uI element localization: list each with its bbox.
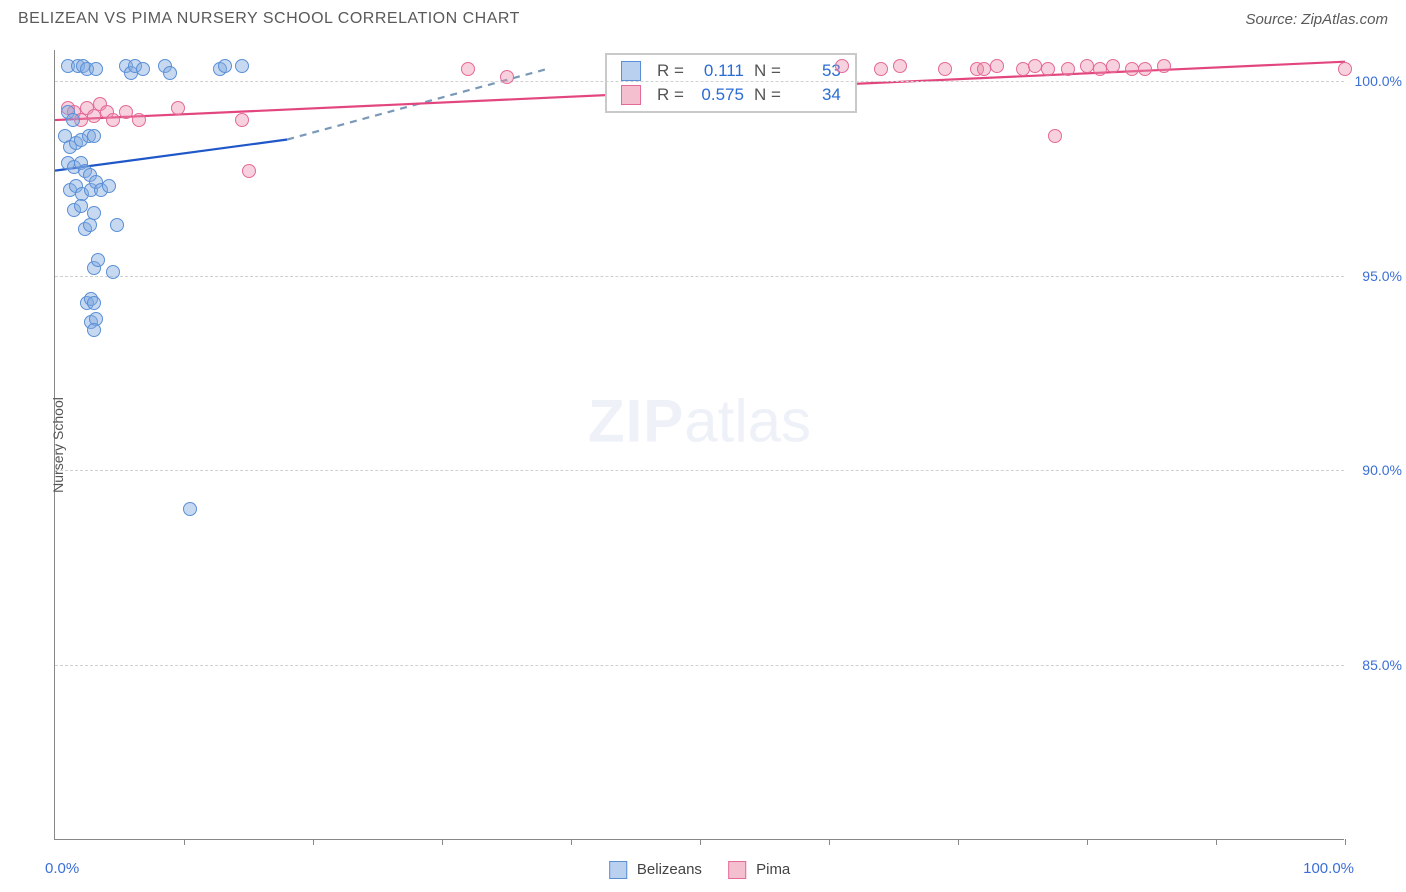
source-attribution: Source: ZipAtlas.com — [1245, 11, 1388, 28]
stats-box: R = 0.111 N = 53 R = 0.575 N = 34 — [605, 53, 857, 113]
gridline-h — [55, 276, 1344, 277]
legend: Belizeans Pima — [609, 861, 791, 879]
scatter-point-pima — [171, 101, 185, 115]
scatter-point-pima — [461, 62, 475, 76]
scatter-point-pima — [1338, 62, 1352, 76]
scatter-point-belizeans — [91, 253, 105, 267]
scatter-point-pima — [235, 113, 249, 127]
stats-r-belizeans: 0.111 — [694, 61, 744, 81]
x-tick — [1345, 839, 1346, 845]
x-tick — [1216, 839, 1217, 845]
scatter-point-belizeans — [87, 323, 101, 337]
scatter-point-pima — [1138, 62, 1152, 76]
scatter-point-belizeans — [87, 129, 101, 143]
scatter-point-pima — [1093, 62, 1107, 76]
x-tick — [958, 839, 959, 845]
scatter-point-pima — [874, 62, 888, 76]
stats-n-label-2: N = — [754, 85, 781, 105]
scatter-point-pima — [1080, 59, 1094, 73]
scatter-point-belizeans — [87, 296, 101, 310]
scatter-point-pima — [132, 113, 146, 127]
scatter-point-pima — [1028, 59, 1042, 73]
stats-row-belizeans: R = 0.111 N = 53 — [607, 59, 855, 83]
y-tick-label: 85.0% — [1352, 657, 1402, 673]
gridline-h — [55, 470, 1344, 471]
stats-r-label: R = — [657, 61, 684, 81]
chart-title: BELIZEAN VS PIMA NURSERY SCHOOL CORRELAT… — [18, 10, 520, 28]
legend-item-belizeans: Belizeans — [609, 861, 702, 879]
scatter-point-pima — [990, 59, 1004, 73]
gridline-h — [55, 665, 1344, 666]
scatter-point-belizeans — [66, 113, 80, 127]
scatter-point-belizeans — [183, 502, 197, 516]
scatter-point-belizeans — [89, 62, 103, 76]
watermark-atlas: atlas — [684, 387, 811, 454]
scatter-point-pima — [1048, 129, 1062, 143]
stats-r-label-2: R = — [657, 85, 684, 105]
stats-swatch-pima — [621, 85, 641, 105]
stats-row-pima: R = 0.575 N = 34 — [607, 83, 855, 107]
legend-label-belizeans: Belizeans — [637, 861, 702, 878]
legend-swatch-pima — [728, 861, 746, 879]
scatter-point-belizeans — [235, 59, 249, 73]
y-tick-label: 100.0% — [1352, 73, 1402, 89]
stats-n-label: N = — [754, 61, 781, 81]
scatter-point-pima — [106, 113, 120, 127]
legend-label-pima: Pima — [756, 861, 790, 878]
watermark-zip: ZIP — [588, 387, 684, 454]
scatter-point-belizeans — [106, 265, 120, 279]
legend-swatch-belizeans — [609, 861, 627, 879]
scatter-point-belizeans — [110, 218, 124, 232]
scatter-point-belizeans — [74, 199, 88, 213]
x-tick — [829, 839, 830, 845]
plot-area: Nursery School ZIPatlas R = 0.111 N = 53… — [54, 50, 1344, 840]
x-tick — [313, 839, 314, 845]
watermark: ZIPatlas — [588, 386, 811, 455]
stats-r-pima: 0.575 — [694, 85, 744, 105]
legend-item-pima: Pima — [728, 861, 790, 879]
scatter-point-pima — [1061, 62, 1075, 76]
scatter-point-pima — [1157, 59, 1171, 73]
scatter-point-belizeans — [102, 179, 116, 193]
scatter-point-pima — [835, 59, 849, 73]
x-axis-min-label: 0.0% — [45, 860, 79, 877]
scatter-point-belizeans — [83, 218, 97, 232]
scatter-point-belizeans — [136, 62, 150, 76]
scatter-point-pima — [893, 59, 907, 73]
chart-header: BELIZEAN VS PIMA NURSERY SCHOOL CORRELAT… — [0, 0, 1406, 36]
x-tick — [1087, 839, 1088, 845]
y-axis-label: Nursery School — [50, 397, 66, 493]
y-tick-label: 90.0% — [1352, 462, 1402, 478]
scatter-point-pima — [1106, 59, 1120, 73]
scatter-point-pima — [938, 62, 952, 76]
scatter-point-pima — [119, 105, 133, 119]
scatter-point-belizeans — [163, 66, 177, 80]
scatter-point-pima — [1125, 62, 1139, 76]
scatter-point-pima — [500, 70, 514, 84]
scatter-point-pima — [1016, 62, 1030, 76]
scatter-point-belizeans — [218, 59, 232, 73]
stats-swatch-belizeans — [621, 61, 641, 81]
scatter-point-pima — [977, 62, 991, 76]
x-tick — [700, 839, 701, 845]
chart-container: Nursery School ZIPatlas R = 0.111 N = 53… — [54, 50, 1384, 840]
x-tick — [571, 839, 572, 845]
x-tick — [184, 839, 185, 845]
x-tick — [442, 839, 443, 845]
x-axis-max-label: 100.0% — [1303, 860, 1354, 877]
scatter-point-pima — [242, 164, 256, 178]
stats-n-belizeans: 53 — [791, 61, 841, 81]
stats-n-pima: 34 — [791, 85, 841, 105]
gridline-h — [55, 81, 1344, 82]
scatter-point-pima — [1041, 62, 1055, 76]
y-tick-label: 95.0% — [1352, 268, 1402, 284]
